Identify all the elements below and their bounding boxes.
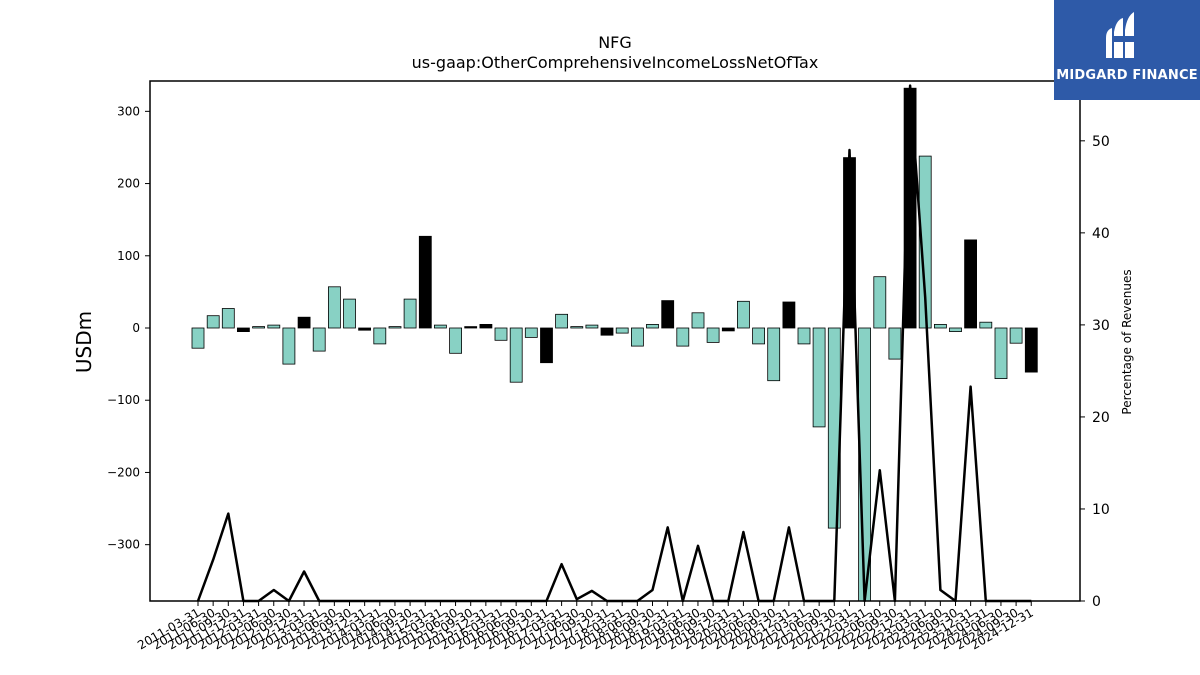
bar-2013-06-30 (327, 286, 341, 329)
y-tick-label: −200 (107, 465, 140, 479)
bar-2017-12-31 (600, 327, 614, 336)
bar-group (191, 87, 1038, 602)
bar-2018-12-31 (661, 300, 675, 329)
bar-2019-03-31 (676, 327, 690, 347)
logo-text: MIDGARD FINANCE (1056, 68, 1198, 83)
bar-2020-09-30 (767, 327, 781, 382)
y2-tick-label: 10 (1092, 502, 1110, 518)
bar-2017-03-31 (555, 313, 568, 329)
bar-2015-03-31 (433, 324, 447, 329)
bar-2020-03-31 (737, 300, 750, 329)
bar-2012-09-30 (282, 327, 296, 365)
bar-2023-03-31 (918, 155, 932, 329)
chart-title: NFG (598, 33, 632, 52)
bar-2012-12-31 (297, 316, 311, 329)
bar-2011-03-31 (191, 327, 205, 349)
y-axis-label: USDm (72, 311, 96, 373)
bar-2015-12-31 (479, 323, 493, 329)
bar-2013-12-31 (358, 327, 372, 331)
bar-2022-06-30 (873, 276, 887, 329)
logo-mark-icon (1106, 12, 1134, 58)
bar-2023-12-31 (964, 239, 977, 329)
chart-subtitle: us-gaap:OtherComprehensiveIncomeLossNetO… (412, 53, 819, 72)
bar-2021-06-30 (812, 327, 826, 428)
bar-2015-09-30 (464, 326, 478, 329)
bar-2014-12-31 (418, 235, 432, 329)
bar-2014-06-30 (388, 326, 402, 329)
bar-2011-12-31 (236, 327, 250, 332)
bar-2013-03-31 (312, 327, 326, 352)
y-tick-label: 200 (117, 177, 140, 191)
bar-2019-12-31 (721, 327, 735, 332)
bar-2017-09-30 (585, 324, 599, 329)
bar-2014-09-30 (403, 298, 417, 329)
bar-2023-06-30 (934, 323, 947, 329)
bar-2012-03-31 (252, 326, 266, 329)
bar-2018-03-31 (615, 327, 629, 334)
y2-tick-label: 0 (1092, 594, 1101, 610)
bar-2017-06-30 (570, 326, 584, 329)
y2-tick-label: 40 (1092, 226, 1110, 242)
bar-2016-12-31 (540, 327, 553, 364)
bar-2023-09-30 (949, 327, 962, 332)
y-tick-label: −300 (107, 538, 140, 552)
y-tick-label: −100 (107, 393, 140, 407)
bar-2016-03-31 (494, 327, 508, 341)
y-tick-label: 0 (132, 321, 140, 335)
brand-logo: MIDGARD FINANCE (1054, 0, 1200, 100)
bar-2016-06-30 (509, 327, 523, 383)
bar-2016-09-30 (524, 327, 538, 338)
y2-axis-label: Percentage of Revenues (1120, 269, 1134, 414)
axes: −300−200−1000100200300010203040502011-03… (107, 80, 1110, 652)
y2-tick-label: 20 (1092, 410, 1110, 426)
y2-tick-label: 30 (1092, 318, 1110, 334)
y2-tick-label: 50 (1092, 134, 1110, 150)
bar-2013-09-30 (343, 298, 356, 329)
y-tick-label: 300 (117, 104, 140, 118)
plot-frame (149, 80, 1081, 602)
bar-2011-09-30 (221, 308, 235, 329)
bar-2012-06-30 (267, 324, 281, 329)
y-tick-label: 100 (117, 249, 140, 263)
bar-2024-12-31 (1024, 327, 1038, 373)
bar-2019-09-30 (706, 327, 720, 343)
bar-2022-09-30 (888, 327, 902, 360)
bar-2021-03-31 (797, 327, 811, 345)
bar-2019-06-30 (691, 312, 705, 329)
bar-2020-12-31 (782, 301, 796, 329)
bar-2011-06-30 (206, 315, 220, 329)
bar-2024-06-30 (994, 327, 1008, 379)
bar-2015-06-30 (449, 327, 463, 354)
bar-2014-03-31 (373, 327, 387, 345)
bar-2018-09-30 (646, 323, 659, 329)
bar-2020-06-30 (752, 327, 765, 345)
bar-2024-03-31 (979, 321, 993, 329)
bar-2018-06-30 (631, 327, 644, 347)
bar-2024-09-30 (1009, 327, 1023, 344)
